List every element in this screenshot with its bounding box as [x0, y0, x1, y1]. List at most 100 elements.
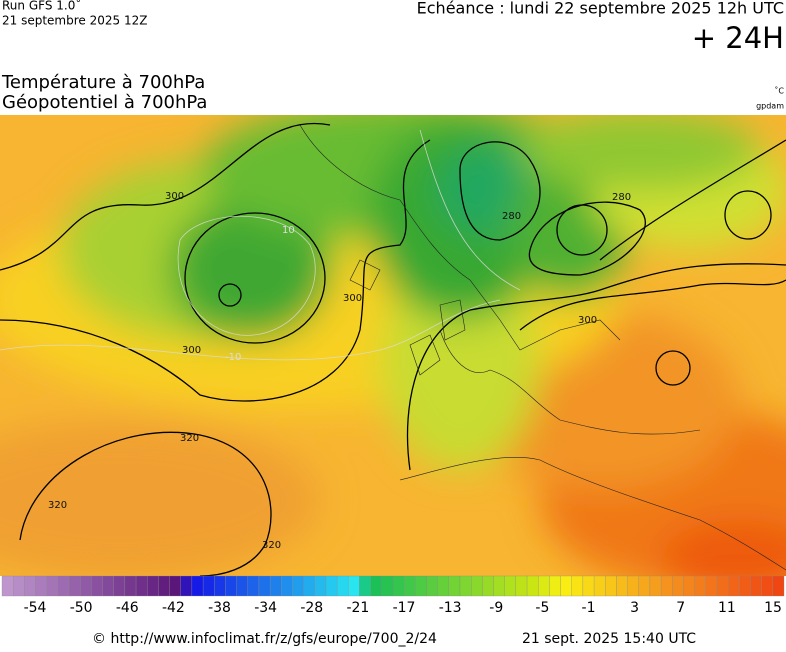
colorbar-swatch [571, 575, 584, 597]
colorbar-swatch [448, 575, 461, 597]
colorbar-label: -21 [346, 600, 369, 616]
colorbar-swatch [269, 575, 282, 597]
colorbar-swatch [102, 575, 114, 597]
colorbar-swatch [392, 575, 405, 597]
colorbar-label: 15 [764, 600, 782, 616]
footer-timestamp: 21 sept. 2025 15:40 UTC [522, 631, 696, 647]
colorbar-swatch [214, 575, 226, 597]
colorbar-swatch [247, 575, 260, 597]
contour-label: 320 [262, 540, 281, 551]
contour-label: 320 [180, 433, 199, 444]
colorbar-swatch [605, 575, 617, 597]
colorbar-swatch [169, 575, 181, 597]
colorbar-swatch [348, 575, 360, 597]
colorbar-label: -28 [300, 600, 323, 616]
colorbar-label: -46 [116, 600, 139, 616]
colorbar-swatch [560, 575, 572, 597]
contour-label: 10 [282, 225, 295, 236]
map: 300 300 300 300 320 320 320 280 280 10 -… [0, 115, 786, 576]
run-date: 21 septembre 2025 12Z [2, 14, 147, 28]
colorbar-swatch [426, 575, 438, 597]
colorbar-swatch [314, 575, 327, 597]
colorbar-swatch [381, 575, 394, 597]
colorbar-swatch [538, 575, 550, 597]
colorbar-swatch [437, 575, 450, 597]
colorbar-swatch [549, 575, 561, 597]
contour-label: -10 [225, 352, 241, 363]
colorbar-swatch [683, 575, 695, 597]
colorbar-swatch [124, 575, 137, 597]
colorbar-swatch [57, 575, 70, 597]
colorbar-swatch [504, 575, 517, 597]
colorbar-swatch [281, 575, 293, 597]
colorbar-swatch [415, 575, 427, 597]
colorbar-swatch [258, 575, 271, 597]
colorbar-swatch [404, 575, 416, 597]
colorbar-swatch [24, 575, 36, 597]
colorbar-label: -5 [535, 600, 549, 616]
footer-url: © http://www.infoclimat.fr/z/gfs/europe/… [92, 631, 437, 647]
colorbar-label: -38 [208, 600, 231, 616]
colorbar-swatch [727, 575, 740, 597]
colorbar-swatch [772, 575, 785, 597]
colorbar-swatch [1, 575, 14, 597]
colorbar-swatch [616, 575, 628, 597]
lead-time: + 24H [692, 21, 784, 55]
colorbar-swatch [593, 575, 606, 597]
colorbar-label: -42 [162, 600, 185, 616]
title-temp: Température à 700hPa [1, 72, 205, 93]
colorbar-swatch [236, 575, 248, 597]
colorbar-swatch [459, 575, 472, 597]
colorbar-swatch [716, 575, 729, 597]
colorbar-label: 11 [718, 600, 736, 616]
contour-label: 300 [343, 293, 362, 304]
colorbar-swatch [225, 575, 237, 597]
colorbar-swatch [471, 575, 483, 597]
contour-label: 280 [612, 192, 631, 203]
colorbar-swatch [638, 575, 651, 597]
colorbar-label: -1 [582, 600, 596, 616]
colorbar-swatch [660, 575, 673, 597]
colorbar-swatch [694, 575, 706, 597]
colorbar-swatch [292, 575, 304, 597]
colorbar-swatch [68, 575, 81, 597]
colorbar-label: -9 [489, 600, 503, 616]
colorbar-swatch [80, 575, 92, 597]
colorbar: -54 -50 -46 -42 -38 -34 -28 -21 -17 -13 -9 -5 -1 3 7 11… [1, 575, 785, 616]
colorbar-swatch [761, 575, 773, 597]
colorbar-swatch [359, 575, 371, 597]
colorbar-swatch [515, 575, 528, 597]
colorbar-swatch [303, 575, 315, 597]
contour-label: 320 [48, 500, 67, 511]
colorbar-swatch [582, 575, 595, 597]
colorbar-swatch [135, 575, 148, 597]
colorbar-swatch [750, 575, 762, 597]
colorbar-swatch [202, 575, 215, 597]
contour-label: 300 [165, 191, 184, 202]
colorbar-swatch [46, 575, 59, 597]
colorbar-swatch [672, 575, 684, 597]
colorbar-swatch [325, 575, 338, 597]
colorbar-swatch [180, 575, 193, 597]
contour-label: 300 [182, 345, 201, 356]
colorbar-label: -13 [439, 600, 462, 616]
colorbar-swatch [13, 575, 25, 597]
run-label: Run GFS 1.0˚ [2, 0, 81, 13]
colorbar-swatch [526, 575, 539, 597]
unit-temp: ˚C [774, 86, 784, 96]
contour-label: 280 [502, 211, 521, 222]
colorbar-swatch [35, 575, 47, 597]
colorbar-swatch [705, 575, 718, 597]
contour-labels: 300 300 300 300 320 320 320 280 280 10 -… [48, 191, 631, 551]
valid-time: Echéance : lundi 22 septembre 2025 12h U… [417, 0, 784, 18]
colorbar-swatch [493, 575, 505, 597]
colorbar-swatch [191, 575, 204, 597]
colorbar-swatch [627, 575, 639, 597]
title-geo: Géopotentiel à 700hPa [2, 92, 207, 113]
unit-geo: gpdam [756, 102, 784, 111]
colorbar-swatch [147, 575, 159, 597]
colorbar-label: -50 [70, 600, 93, 616]
colorbar-label: -54 [24, 600, 47, 616]
colorbar-label: 7 [676, 600, 685, 616]
